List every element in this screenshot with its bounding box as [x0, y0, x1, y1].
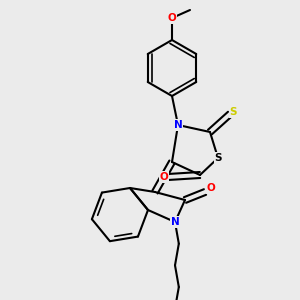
Text: S: S — [214, 153, 222, 163]
Text: N: N — [171, 217, 179, 227]
Text: O: O — [168, 13, 176, 23]
Text: O: O — [207, 183, 215, 193]
Text: N: N — [174, 120, 182, 130]
Text: S: S — [229, 107, 237, 117]
Text: O: O — [160, 172, 168, 182]
